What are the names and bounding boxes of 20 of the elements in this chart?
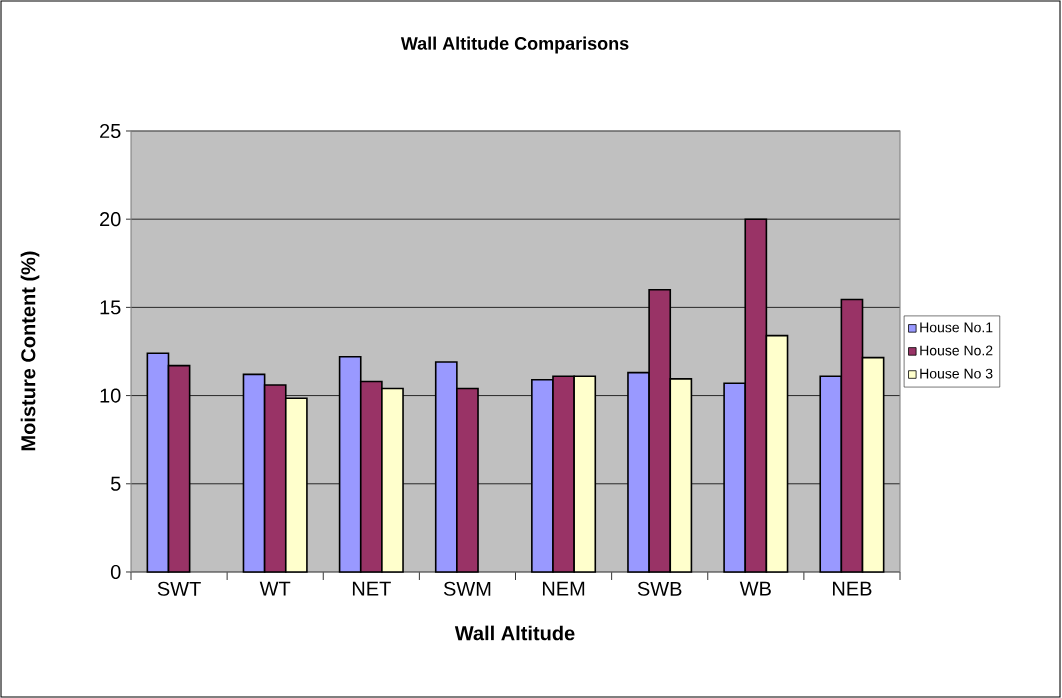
x-tick-label: NEM xyxy=(542,581,585,596)
x-axis-title: Wall Altitude xyxy=(454,625,575,641)
x-tick-label: WT xyxy=(259,581,291,596)
x-tick-label: NET xyxy=(352,581,391,596)
y-tick-label: 0 xyxy=(110,564,121,580)
x-tick-label: SWT xyxy=(157,581,201,596)
legend-label: House No 3 xyxy=(920,368,993,379)
x-tick-label: WB xyxy=(739,581,771,596)
y-tick-label: 10 xyxy=(100,388,121,403)
x-tick-label: SWM xyxy=(443,581,491,596)
y-tick-label: 15 xyxy=(100,300,121,315)
y-tick-label: 25 xyxy=(100,123,121,139)
chart-title: Wall Altitude Comparisons xyxy=(400,36,629,54)
legend-label: House No.2 xyxy=(920,345,993,356)
x-tick-label: NEB xyxy=(833,581,872,596)
y-tick-label: 5 xyxy=(110,476,121,491)
y-axis-title: Moisture Content (%) xyxy=(20,251,40,451)
x-tick-label: SWB xyxy=(637,581,682,596)
y-tick-label: 20 xyxy=(100,212,121,227)
legend-label: House No.1 xyxy=(920,322,993,333)
